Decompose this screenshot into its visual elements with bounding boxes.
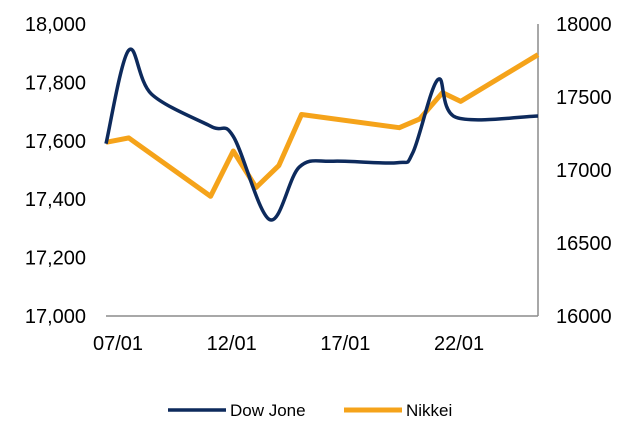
left-axis-ticks: 17,000 17,200 17,400 17,600 17,800 18,000	[25, 14, 86, 328]
legend-label: Dow Jone	[230, 401, 306, 420]
right-tick-label: 16500	[556, 233, 612, 255]
left-tick-label: 17,000	[25, 306, 86, 328]
right-tick-label: 16000	[556, 306, 612, 328]
left-tick-label: 17,600	[25, 131, 86, 153]
legend-label: Nikkei	[406, 401, 452, 420]
x-tick-label: 22/01	[434, 333, 484, 355]
x-axis-ticks: 07/01 12/01 17/01 22/01	[93, 333, 484, 355]
x-tick-label: 12/01	[207, 333, 257, 355]
series-line-dow-jone	[104, 47, 539, 222]
x-tick-label: 07/01	[93, 333, 143, 355]
series-lines	[104, 47, 540, 222]
left-tick-label: 18,000	[25, 14, 86, 36]
right-tick-label: 18000	[556, 14, 612, 36]
right-axis-ticks: 16000 16500 17000 17500 18000	[556, 14, 612, 328]
x-tick-label: 17/01	[320, 333, 370, 355]
series-line-nikkei	[105, 52, 540, 199]
left-tick-label: 17,400	[25, 189, 86, 211]
right-tick-label: 17500	[556, 87, 612, 109]
right-tick-label: 17000	[556, 160, 612, 182]
left-tick-label: 17,200	[25, 248, 86, 270]
legend: Dow Jone Nikkei	[168, 401, 452, 420]
left-tick-label: 17,800	[25, 72, 86, 94]
